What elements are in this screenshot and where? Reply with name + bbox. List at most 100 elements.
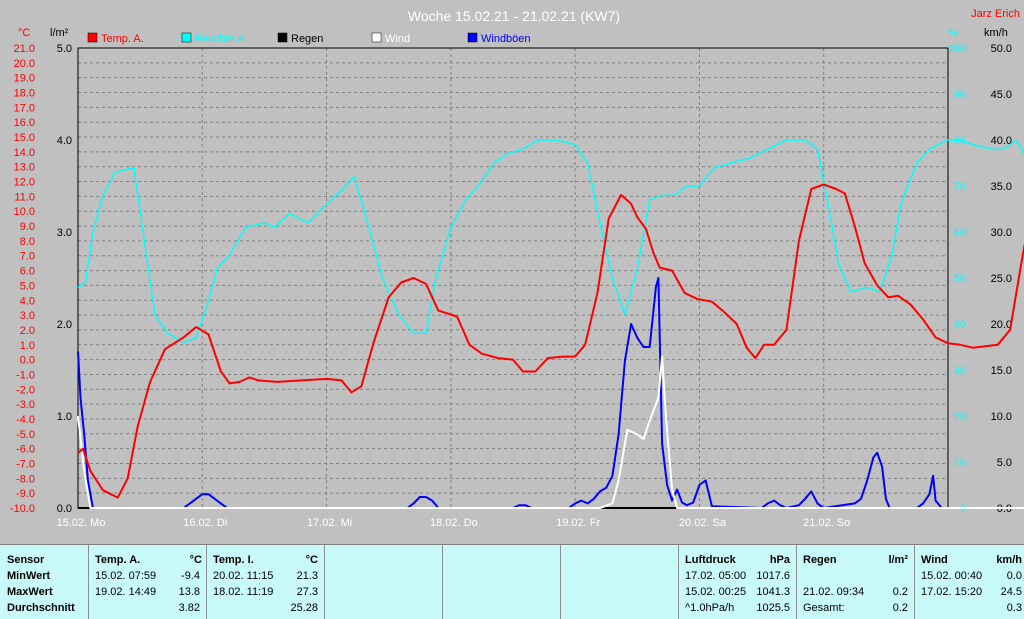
pressure-min-time: 17.02. 05:00 <box>685 570 747 582</box>
wind-header: Wind <box>921 554 948 566</box>
rain-total-label: Gesamt: <box>803 602 845 614</box>
empty-column-2 <box>442 545 560 619</box>
temp-tick-label: 16.0 <box>14 117 35 129</box>
sensor-column: Sensor MinWert MaxWert Durchschnitt <box>0 545 88 619</box>
legend-label: Temp. A. <box>101 33 144 45</box>
empty-column-3 <box>560 545 678 619</box>
chart-background <box>0 0 1024 544</box>
temp-unit-label: °C <box>18 27 30 39</box>
temp-tick-label: -1.0 <box>16 369 35 381</box>
temp-tick-label: -9.0 <box>16 488 35 500</box>
temp-i-avg-value: 25.28 <box>290 602 318 614</box>
pressure-column: Luftdruck hPa 17.02. 05:00 1017.6 15.02. 0… <box>678 545 796 619</box>
temp-tick-label: -10.0 <box>10 503 35 515</box>
series-line-feuchte-a- <box>77 139 1024 344</box>
wind-tick-label: 45.0 <box>991 89 1012 101</box>
humidity-tick-label: 40 <box>954 319 966 331</box>
rain-tick-label: 2.0 <box>57 319 72 331</box>
temp-tick-label: 2.0 <box>20 325 35 337</box>
temp-tick-label: -6.0 <box>16 444 35 456</box>
temp-tick-label: 12.0 <box>14 177 35 189</box>
chart-title: Woche 15.02.21 - 21.02.21 (KW7) <box>408 8 620 24</box>
x-tick-label: 17.02. Mi <box>307 517 352 529</box>
wind-tick-label: 30.0 <box>991 227 1012 239</box>
temp-i-min-value: 21.3 <box>296 570 318 582</box>
wind-tick-label: 25.0 <box>991 273 1012 285</box>
temp-i-max-value: 27.3 <box>296 586 318 598</box>
wind-tick-label: 5.0 <box>997 457 1012 469</box>
rain-total-value: 0.2 <box>892 602 908 614</box>
temp-i-header: Temp. I. <box>213 554 254 566</box>
rain-tick-label: 5.0 <box>57 43 72 55</box>
temp-a-max-time: 19.02. 14:49 <box>95 586 157 598</box>
statistics-table: Sensor MinWert MaxWert Durchschnitt Temp… <box>0 544 1024 619</box>
temp-tick-label: 3.0 <box>20 310 35 322</box>
chart-series <box>77 139 1024 509</box>
x-tick-label: 20.02. Sa <box>679 517 727 529</box>
temp-tick-label: 19.0 <box>14 73 35 85</box>
pressure-min-value: 1017.6 <box>756 570 790 582</box>
series-line-temp-a- <box>77 183 1024 499</box>
rain-unit-label: l/m² <box>50 27 69 39</box>
wind-unit: km/h <box>996 554 1022 566</box>
temp-a-avg-value: 3.82 <box>178 602 200 614</box>
temp-tick-label: 17.0 <box>14 102 35 114</box>
wind-tick-label: 35.0 <box>991 181 1012 193</box>
legend-label: Windböen <box>481 33 531 45</box>
temp-tick-label: 5.0 <box>20 280 35 292</box>
temp-tick-label: 7.0 <box>20 251 35 263</box>
legend-swatch <box>467 32 478 43</box>
legend-swatch <box>277 32 288 43</box>
wind-tick-label: 15.0 <box>991 365 1012 377</box>
weather-chart: -10.0 -9.0 -8.0 -7.0 -6.0 -5.0 -4.0 -3.0 -2.0 -1.… <box>0 0 1024 544</box>
sensor-header: Sensor <box>7 554 45 566</box>
author-label: Jarz Erich <box>971 8 1020 20</box>
humidity-tick-label: 20 <box>954 411 966 423</box>
wind-tick-label: 20.0 <box>991 319 1012 331</box>
pressure-max-time: 15.02. 00:25 <box>685 586 747 598</box>
row-label-min: MinWert <box>7 570 51 582</box>
temp-tick-label: 11.0 <box>14 191 35 203</box>
temp-tick-label: 18.0 <box>14 88 35 100</box>
wind-max-time: 17.02. 15:20 <box>921 586 983 598</box>
temp-i-unit: °C <box>305 554 318 566</box>
rain-column: Regen l/m² 21.02. 09:34 0.2 Gesamt: 0.2 <box>796 545 914 619</box>
temp-a-max-value: 13.8 <box>178 586 200 598</box>
wind-min-time: 15.02. 00:40 <box>921 570 983 582</box>
wind-column: Wind km/h 15.02. 00:40 0.0 17.02. 15:20 24.… <box>914 545 1024 619</box>
pressure-header: Luftdruck <box>685 554 736 566</box>
temp-tick-label: -4.0 <box>16 414 35 426</box>
temp-a-min-value: -9.4 <box>181 570 200 582</box>
x-tick-label: 21.02. So <box>803 517 850 529</box>
humidity-tick-label: 60 <box>954 227 966 239</box>
rain-max-value: 0.2 <box>892 586 908 598</box>
temp-a-header: Temp. A. <box>95 554 141 566</box>
wind-min-value: 0.0 <box>1006 570 1022 582</box>
legend-label: Wind <box>385 33 410 45</box>
temp-a-unit: °C <box>189 554 202 566</box>
humidity-tick-label: 70 <box>954 181 966 193</box>
temp-tick-label: 6.0 <box>20 266 35 278</box>
humidity-tick-label: 80 <box>954 135 966 147</box>
chart-legend: Temp. A. Feuchte A. Regen Wind Windböen <box>87 32 531 45</box>
humidity-tick-label: 100 <box>948 43 966 55</box>
x-tick-label: 19.02. Fr <box>556 517 600 529</box>
pressure-trend: ^1.0hPa/h <box>685 602 735 614</box>
temp-tick-label: -5.0 <box>16 429 35 441</box>
humidity-tick-label: 10 <box>954 457 966 469</box>
legend-label: Feuchte A. <box>195 33 248 45</box>
rain-tick-label: 3.0 <box>57 227 72 239</box>
legend-label: Regen <box>291 33 323 45</box>
humidity-tick-label: 30 <box>954 365 966 377</box>
rain-tick-label: 0.0 <box>57 503 72 515</box>
humidity-tick-label: 90 <box>954 89 966 101</box>
humidity-unit-label: % <box>948 27 958 39</box>
legend-swatch <box>181 32 192 43</box>
rain-unit: l/m² <box>888 554 908 566</box>
rain-header: Regen <box>803 554 837 566</box>
temp-tick-label: 4.0 <box>20 295 35 307</box>
temp-i-min-time: 20.02. 11:15 <box>213 570 274 582</box>
pressure-unit: hPa <box>769 554 790 566</box>
wind-avg-value: 0.3 <box>1006 602 1022 614</box>
wind-tick-label: 50.0 <box>991 43 1012 55</box>
